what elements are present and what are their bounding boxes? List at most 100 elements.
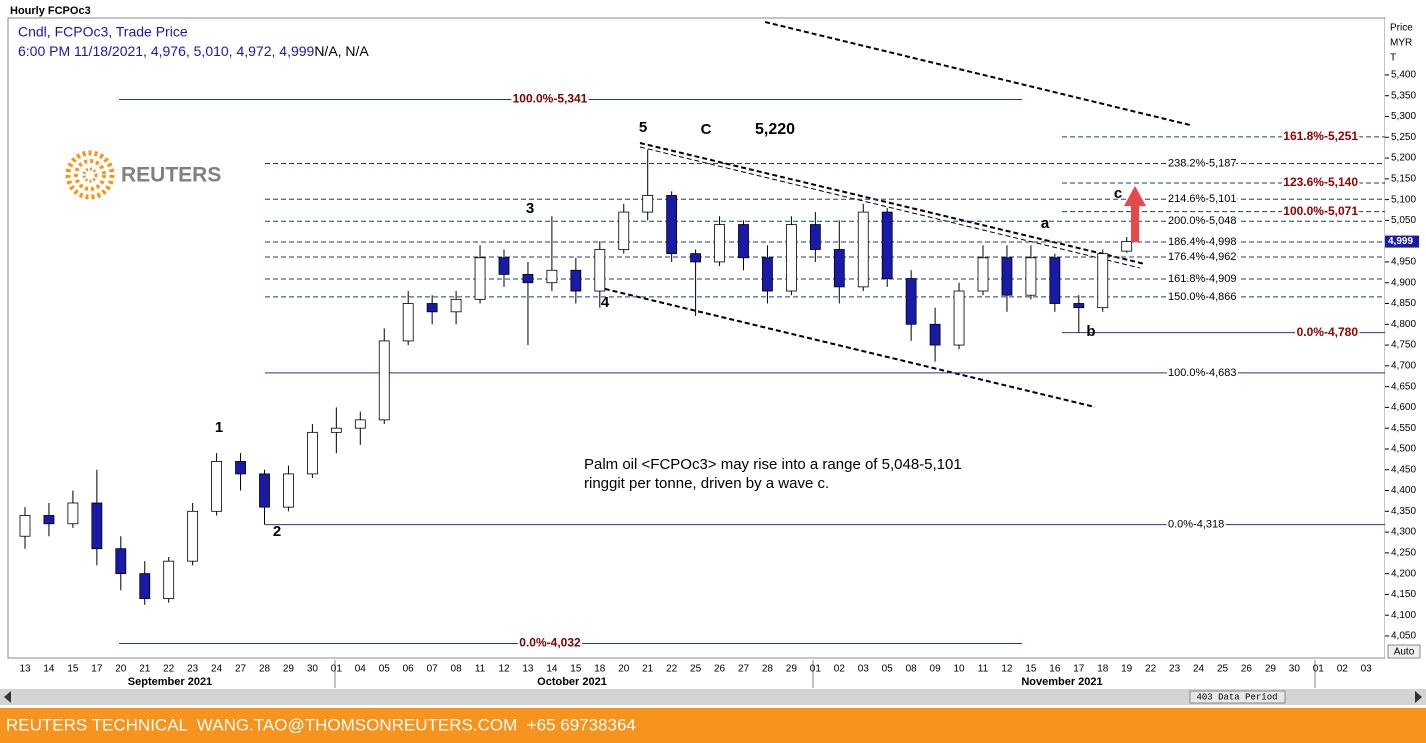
y-tick-label: 5,150 bbox=[1391, 173, 1416, 184]
candle-body bbox=[977, 257, 989, 292]
candle-body bbox=[19, 515, 31, 537]
x-tick-label: 18 bbox=[594, 664, 606, 675]
candle-body bbox=[139, 573, 151, 599]
y-tick-label: 5,200 bbox=[1391, 153, 1416, 164]
x-tick-label: 12 bbox=[1001, 664, 1013, 675]
x-tick-label: 25 bbox=[1217, 664, 1229, 675]
auto-label[interactable]: Auto bbox=[1394, 647, 1415, 658]
y-tick-label: 4,500 bbox=[1391, 444, 1416, 455]
plot-area bbox=[7, 17, 1386, 659]
auto-button[interactable] bbox=[1387, 644, 1421, 659]
candle-body bbox=[714, 224, 725, 263]
candle-body bbox=[762, 257, 773, 292]
x-tick-label: 03 bbox=[1361, 664, 1373, 675]
candle-body bbox=[115, 548, 127, 575]
logo-ring bbox=[74, 159, 106, 191]
candle-body bbox=[1025, 257, 1037, 296]
trend-line bbox=[639, 146, 1141, 269]
x-tick-label: 16 bbox=[1049, 664, 1061, 675]
x-tick-label: 04 bbox=[355, 664, 367, 675]
y-tick-label: 4,550 bbox=[1391, 423, 1416, 434]
x-tick-label: 01 bbox=[810, 664, 822, 675]
candle-body bbox=[67, 502, 79, 525]
legend-line: Cndl, FCPOc3, Trade Price bbox=[18, 24, 188, 40]
x-tick-label: 30 bbox=[307, 664, 319, 675]
footer-text: REUTERS TECHNICAL WANG.TAO@THOMSONREUTER… bbox=[6, 715, 636, 734]
y-tick-label: 5,050 bbox=[1391, 215, 1416, 226]
candle-body bbox=[929, 323, 941, 346]
axis-header: T bbox=[1390, 53, 1396, 64]
x-tick-label: 15 bbox=[570, 664, 582, 675]
x-tick-label: 13 bbox=[522, 664, 534, 675]
candle-body bbox=[953, 290, 965, 346]
y-tick-label: 4,650 bbox=[1391, 381, 1416, 392]
x-tick-label: 05 bbox=[379, 664, 391, 675]
trend-line bbox=[596, 286, 1096, 408]
legend-values: 6:00 PM 11/18/2021, 4,976, 5,010, 4,972,… bbox=[18, 43, 369, 59]
candle-body bbox=[642, 195, 654, 213]
x-tick-label: 21 bbox=[139, 664, 151, 675]
fib-label: 238.2%-5,187 bbox=[1168, 157, 1237, 169]
x-tick-label: 13 bbox=[19, 664, 31, 675]
y-tick-label: 5,250 bbox=[1391, 132, 1416, 143]
x-tick-label: 15 bbox=[1025, 664, 1037, 675]
y-tick-label: 4,600 bbox=[1391, 402, 1416, 413]
candle-body bbox=[690, 253, 701, 263]
data-period-box bbox=[1189, 690, 1286, 704]
candle-body bbox=[187, 510, 199, 562]
wave-label: a bbox=[1041, 215, 1050, 232]
x-tick-label: 24 bbox=[1193, 664, 1205, 675]
fib-label: 214.6%-5,101 bbox=[1168, 193, 1237, 205]
y-tick-label: 4,200 bbox=[1391, 568, 1416, 579]
x-tick-label: 23 bbox=[187, 664, 199, 675]
trend-line bbox=[639, 142, 1146, 265]
y-tick-label: 4,750 bbox=[1391, 340, 1416, 351]
candle-body bbox=[786, 224, 797, 292]
x-tick-label: 20 bbox=[618, 664, 630, 675]
scroll-left[interactable] bbox=[4, 691, 11, 703]
x-tick-label: 27 bbox=[235, 664, 247, 675]
scrollbar[interactable]: 403 Data Period bbox=[0, 689, 1426, 705]
y-tick-label: 5,350 bbox=[1391, 90, 1416, 101]
trend-line bbox=[764, 21, 1191, 126]
x-tick-label: 01 bbox=[331, 664, 343, 675]
arrow-shaft bbox=[1131, 204, 1139, 242]
red-arrow bbox=[1124, 186, 1146, 242]
y-tick-label: 4,250 bbox=[1391, 547, 1416, 558]
y-tick-label: 4,450 bbox=[1391, 464, 1416, 475]
wave-label: 5,220 bbox=[755, 121, 795, 138]
y-tick-label: 5,400 bbox=[1391, 70, 1416, 81]
month-label: October 2021 bbox=[537, 676, 607, 688]
month-label: September 2021 bbox=[128, 676, 212, 688]
fib-label: 150.0%-4,866 bbox=[1168, 291, 1237, 303]
scroll-right[interactable] bbox=[1415, 691, 1422, 703]
legend-ohlc: 6:00 PM 11/18/2021, 4,976, 5,010, 4,972,… bbox=[18, 43, 315, 59]
candle-body bbox=[426, 303, 438, 313]
fib-label: 0.0%-4,780 bbox=[1297, 325, 1359, 339]
x-tick-label: 12 bbox=[498, 664, 510, 675]
x-tick-label: 03 bbox=[858, 664, 870, 675]
x-tick-label: 29 bbox=[786, 664, 798, 675]
candle-body bbox=[235, 461, 246, 475]
x-tick-label: 30 bbox=[1289, 664, 1301, 675]
candle-body bbox=[738, 224, 749, 259]
candle-body bbox=[618, 211, 630, 250]
candle-body bbox=[378, 340, 390, 421]
candle-body bbox=[666, 195, 678, 255]
candle-body bbox=[43, 515, 55, 525]
candle-body bbox=[354, 419, 366, 429]
y-tick-label: 4,400 bbox=[1391, 485, 1416, 496]
x-tick-label: 08 bbox=[906, 664, 918, 675]
y-tick-label: 4,800 bbox=[1391, 319, 1416, 330]
x-tick-label: 14 bbox=[43, 664, 55, 675]
x-tick-label: 22 bbox=[1145, 664, 1157, 675]
y-tick-label: 4,950 bbox=[1391, 257, 1416, 268]
wave-label: C bbox=[701, 121, 712, 138]
candle-body bbox=[809, 224, 821, 250]
legend-na: N/A, N/A bbox=[314, 43, 369, 59]
fib-label: 161.8%-5,251 bbox=[1283, 129, 1358, 143]
x-tick-label: 06 bbox=[403, 664, 415, 675]
scroll-track[interactable] bbox=[0, 689, 1426, 705]
candle-body bbox=[450, 298, 462, 313]
x-tick-label: 14 bbox=[546, 664, 558, 675]
